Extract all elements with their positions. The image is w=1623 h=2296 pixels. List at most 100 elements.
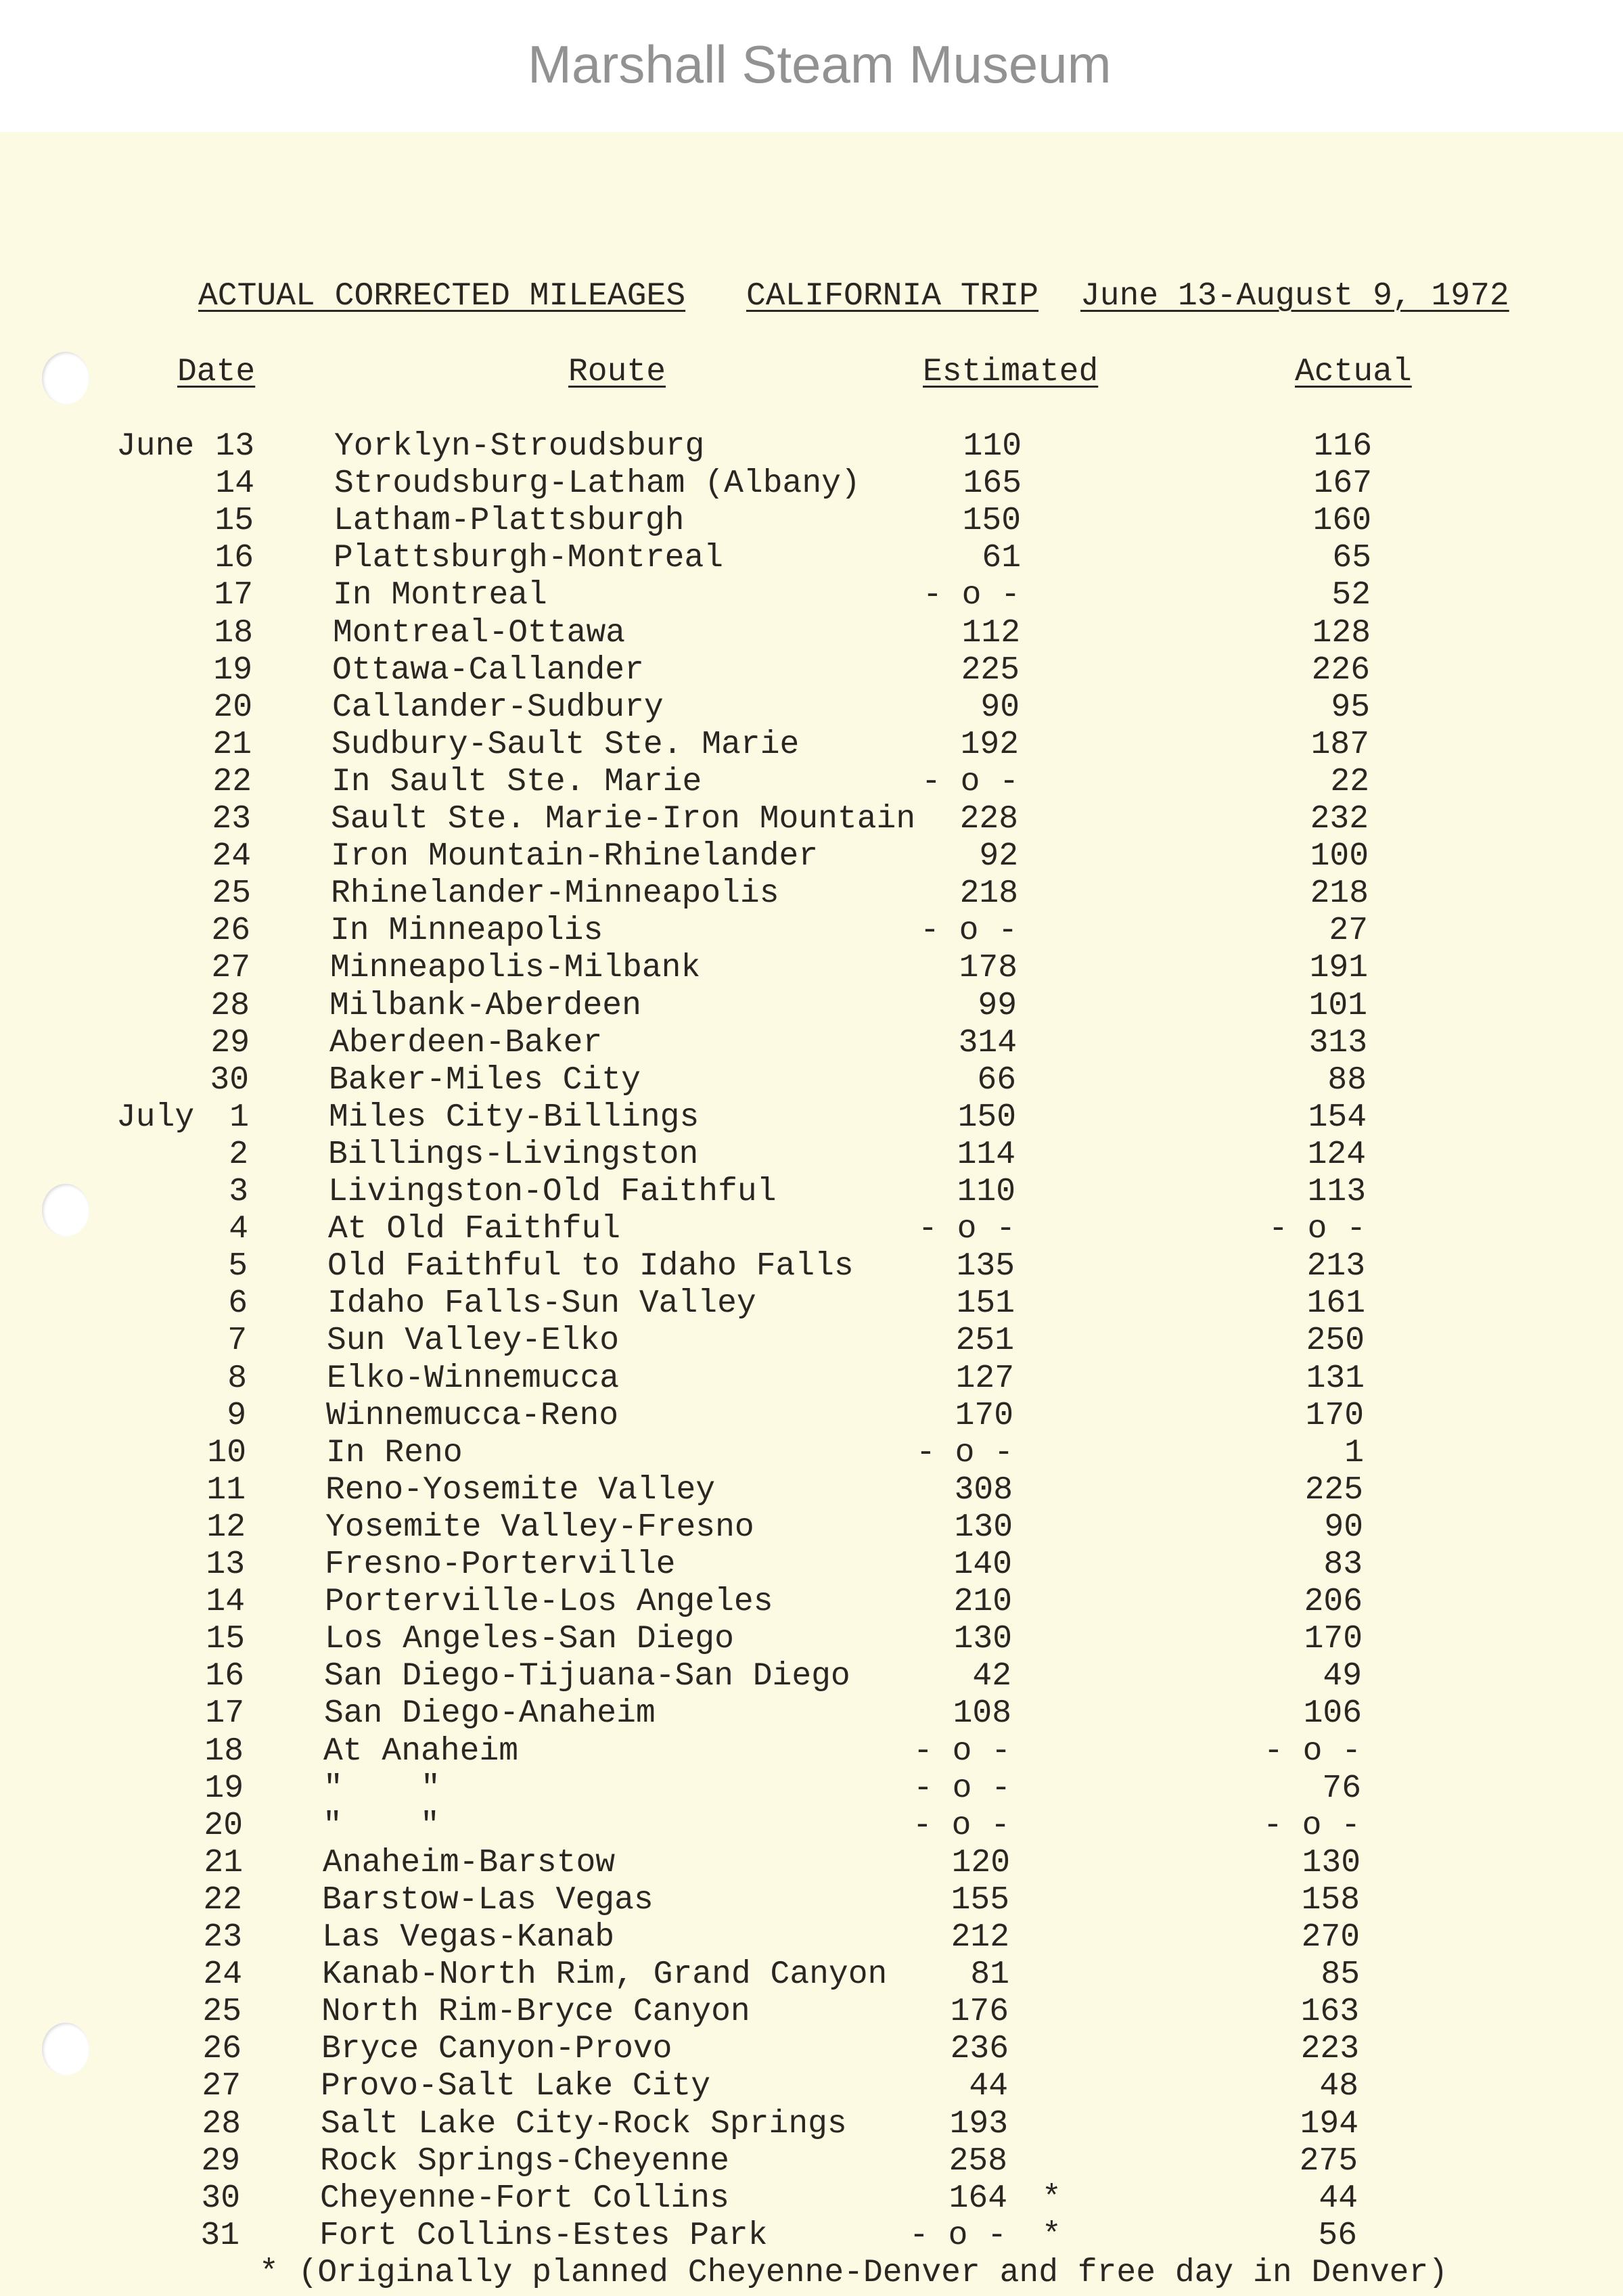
row-route: In Montreal — [333, 577, 547, 614]
row-actual: 48 — [1319, 2068, 1358, 2105]
row-day: 30 — [201, 2180, 240, 2217]
row-actual: 56 — [1318, 2217, 1357, 2254]
row-route: " " — [323, 1807, 440, 1844]
row-estimated: 130 — [953, 1621, 1012, 1658]
row-estimated: 210 — [953, 1584, 1012, 1621]
row-day: 21 — [212, 726, 252, 763]
row-day: 7 — [227, 1323, 247, 1360]
row-actual: 160 — [1312, 503, 1371, 540]
row-estimated: 99 — [978, 987, 1017, 1024]
row-estimated: 178 — [959, 950, 1018, 987]
row-route: North Rim-Bryce Canyon — [321, 1994, 750, 2031]
punch-hole — [42, 2023, 89, 2075]
row-route: San Diego-Tijuana-San Diego — [324, 1658, 850, 1695]
row-estimated: 110 — [963, 428, 1022, 465]
row-route: San Diego-Anaheim — [324, 1695, 656, 1732]
row-route: Livingston-Old Faithful — [328, 1174, 777, 1210]
row-day: 25 — [212, 875, 251, 913]
row-estimated: - o - — [909, 2217, 1007, 2254]
row-actual: 116 — [1313, 428, 1372, 465]
row-estimated: 90 — [980, 689, 1020, 726]
row-route: Elko-Winnemucca — [327, 1360, 620, 1397]
row-day: 19 — [213, 651, 252, 689]
row-actual: - o - — [1263, 1732, 1361, 1770]
row-actual: 88 — [1327, 1061, 1367, 1099]
row-estimated: 114 — [957, 1136, 1015, 1173]
row-day: 24 — [212, 838, 251, 875]
row-actual: 250 — [1306, 1323, 1365, 1360]
row-actual: 163 — [1300, 1994, 1359, 2031]
row-estimated: - o - — [915, 1434, 1013, 1471]
row-route: " " — [323, 1770, 440, 1807]
row-estimated: 164 — [948, 2180, 1007, 2217]
trip-name: CALIFORNIA TRIP — [746, 278, 1039, 315]
row-route: Sudbury-Sault Ste. Marie — [332, 726, 800, 763]
row-estimated: 66 — [977, 1061, 1016, 1099]
row-estimated: 127 — [955, 1360, 1014, 1397]
row-actual: 44 — [1319, 2180, 1358, 2217]
row-day: 5 — [228, 1248, 248, 1285]
row-actual: 218 — [1310, 875, 1369, 913]
row-estimated: 176 — [950, 1994, 1009, 2031]
row-actual: - o - — [1268, 1211, 1366, 1248]
row-day: 13 — [215, 428, 254, 465]
row-footnote-mark: * — [1042, 2180, 1061, 2217]
row-estimated: 140 — [953, 1546, 1012, 1583]
row-estimated: 151 — [956, 1285, 1015, 1323]
row-route: Callander-Sudbury — [332, 689, 664, 726]
row-actual: 223 — [1300, 2031, 1359, 2068]
row-day: 11 — [206, 1471, 246, 1509]
row-day: 20 — [213, 689, 252, 726]
row-estimated: 42 — [972, 1658, 1011, 1695]
punch-hole — [42, 352, 89, 405]
row-day: 31 — [200, 2217, 239, 2254]
row-day: 27 — [211, 950, 250, 987]
row-route: Miles City-Billings — [329, 1099, 700, 1136]
row-actual: 213 — [1306, 1248, 1365, 1285]
row-route: Yorklyn-Stroudsburg — [334, 428, 705, 465]
trip-dates: June 13-August 9, 1972 — [1080, 278, 1509, 315]
row-route: Ottawa-Callander — [332, 651, 644, 689]
row-actual: 194 — [1300, 2105, 1358, 2142]
row-estimated: 110 — [957, 1174, 1015, 1210]
row-day: 2 — [229, 1136, 248, 1173]
row-day: 13 — [206, 1546, 245, 1583]
row-estimated: 170 — [955, 1397, 1013, 1434]
row-day: 22 — [203, 1881, 242, 1919]
row-actual: 191 — [1309, 950, 1368, 987]
row-day: 17 — [205, 1695, 244, 1732]
row-day: 28 — [210, 987, 250, 1024]
row-route: Rhinelander-Minneapolis — [331, 875, 779, 913]
row-route: In Reno — [326, 1434, 463, 1471]
row-day: 28 — [202, 2105, 241, 2142]
row-route: Sun Valley-Elko — [327, 1323, 620, 1360]
row-route: Anaheim-Barstow — [323, 1844, 616, 1881]
watermark: Marshall Steam Museum — [528, 35, 1112, 94]
row-route: Fresno-Porterville — [325, 1546, 676, 1583]
row-actual: 49 — [1323, 1658, 1362, 1695]
row-actual: 206 — [1304, 1584, 1363, 1621]
row-route: Yosemite Valley-Fresno — [325, 1509, 754, 1546]
row-day: 27 — [202, 2068, 241, 2105]
punch-hole — [42, 1184, 89, 1237]
row-estimated: 258 — [948, 2142, 1007, 2180]
row-day: 16 — [214, 540, 254, 577]
row-estimated: 192 — [960, 726, 1019, 763]
row-estimated: 108 — [953, 1695, 1011, 1732]
row-day: 18 — [214, 614, 253, 651]
row-month: July — [116, 1099, 195, 1136]
row-month: June — [116, 428, 195, 465]
row-day: 30 — [210, 1061, 249, 1099]
row-day: 4 — [229, 1211, 248, 1248]
row-route: Fort Collins-Estes Park — [319, 2217, 768, 2254]
row-day: 29 — [210, 1024, 250, 1061]
row-day: 22 — [212, 763, 252, 800]
row-actual: 106 — [1303, 1695, 1362, 1732]
row-day: 1 — [229, 1099, 249, 1136]
row-footnote-mark: * — [1042, 2217, 1061, 2254]
row-actual: 154 — [1308, 1099, 1367, 1136]
row-day: 14 — [215, 465, 254, 503]
row-route: Milbank-Aberdeen — [329, 987, 641, 1024]
row-day: 21 — [204, 1844, 243, 1881]
row-estimated: - o - — [912, 1807, 1010, 1844]
